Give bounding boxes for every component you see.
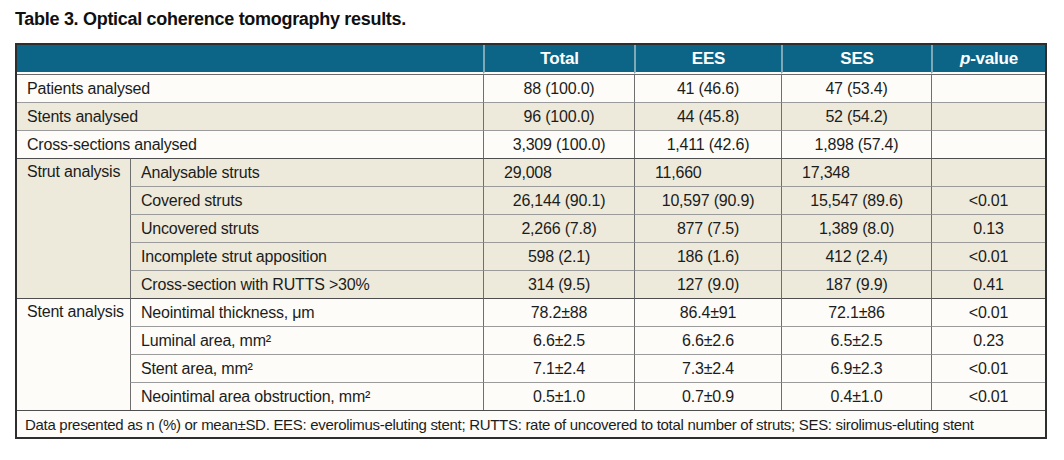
pvalue-rest: -value bbox=[970, 49, 1018, 68]
cell-total: 314 (9.5) bbox=[483, 270, 634, 298]
row-label: Stent area, mm² bbox=[130, 354, 483, 382]
cell-ses: 6.5±2.5 bbox=[781, 326, 931, 354]
cell-pvalue bbox=[931, 74, 1045, 102]
cell-total: 96 (100.0) bbox=[483, 102, 634, 130]
table-row: Strut analysis Analysable struts 29,008 … bbox=[17, 158, 1045, 186]
cell-ees: 10,597 (90.9) bbox=[634, 186, 781, 214]
row-label: Analysable struts bbox=[130, 158, 483, 186]
cell-ses: 412 (2.4) bbox=[781, 242, 931, 270]
cell-ees: 41 (46.6) bbox=[634, 74, 781, 102]
cell-ses: 47 (53.4) bbox=[781, 74, 931, 102]
cell-pvalue: <0.01 bbox=[931, 242, 1045, 270]
row-label: Cross-sections analysed bbox=[17, 130, 483, 158]
pvalue-italic-p: p bbox=[960, 49, 970, 68]
row-label: Patients analysed bbox=[17, 74, 483, 102]
table-row: Neointimal area obstruction, mm² 0.5±1.0… bbox=[17, 382, 1045, 410]
row-label: Uncovered struts bbox=[130, 214, 483, 242]
cell-ses: 15,547 (89.6) bbox=[781, 186, 931, 214]
cell-ees: 44 (45.8) bbox=[634, 102, 781, 130]
table-row: Incomplete strut apposition 598 (2.1) 18… bbox=[17, 242, 1045, 270]
cell-pvalue: <0.01 bbox=[931, 298, 1045, 326]
table-row: Uncovered struts 2,266 (7.8) 877 (7.5) 1… bbox=[17, 214, 1045, 242]
row-label: Neointimal area obstruction, mm² bbox=[130, 382, 483, 410]
table-row: Patients analysed 88 (100.0) 41 (46.6) 4… bbox=[17, 74, 1045, 102]
table-row: Stent analysis Neointimal thickness, μm … bbox=[17, 298, 1045, 326]
oct-results-table: Total EES SES p-value Patients analysed … bbox=[15, 43, 1047, 439]
cell-ses: 187 (9.9) bbox=[781, 270, 931, 298]
cell-pvalue bbox=[931, 102, 1045, 130]
cell-ees: 186 (1.6) bbox=[634, 242, 781, 270]
cell-ses: 1,389 (8.0) bbox=[781, 214, 931, 242]
cell-ees: 7.3±2.4 bbox=[634, 354, 781, 382]
cell-ses: 72.1±86 bbox=[781, 298, 931, 326]
table-footnote: Data presented as n (%) or mean±SD. EES:… bbox=[17, 410, 1045, 437]
cell-total: 78.2±88 bbox=[483, 298, 634, 326]
column-header-total: Total bbox=[483, 45, 634, 74]
row-label: Stents analysed bbox=[17, 102, 483, 130]
column-header-empty bbox=[17, 45, 483, 74]
cell-pvalue: 0.23 bbox=[931, 326, 1045, 354]
cell-ees: 0.7±0.9 bbox=[634, 382, 781, 410]
cell-ses: 17,348 bbox=[781, 158, 931, 186]
cell-ses: 52 (54.2) bbox=[781, 102, 931, 130]
row-label: Covered struts bbox=[130, 186, 483, 214]
cell-pvalue bbox=[931, 130, 1045, 158]
cell-total: 3,309 (100.0) bbox=[483, 130, 634, 158]
table-row: Covered struts 26,144 (90.1) 10,597 (90.… bbox=[17, 186, 1045, 214]
cell-ees: 877 (7.5) bbox=[634, 214, 781, 242]
cell-total: 7.1±2.4 bbox=[483, 354, 634, 382]
table-title: Table 3. Optical coherence tomography re… bbox=[15, 9, 406, 30]
table-row: Stent area, mm² 7.1±2.4 7.3±2.4 6.9±2.3 … bbox=[17, 354, 1045, 382]
footnote-row: Data presented as n (%) or mean±SD. EES:… bbox=[17, 410, 1045, 437]
cell-ses: 0.4±1.0 bbox=[781, 382, 931, 410]
cell-total: 598 (2.1) bbox=[483, 242, 634, 270]
cell-total: 2,266 (7.8) bbox=[483, 214, 634, 242]
group-label-stent-analysis: Stent analysis bbox=[17, 298, 130, 410]
cell-ses: 1,898 (57.4) bbox=[781, 130, 931, 158]
cell-ees: 11,660 bbox=[634, 158, 781, 186]
table-row: Cross-section with RUTTS >30% 314 (9.5) … bbox=[17, 270, 1045, 298]
cell-ees: 127 (9.0) bbox=[634, 270, 781, 298]
table-row: Cross-sections analysed 3,309 (100.0) 1,… bbox=[17, 130, 1045, 158]
cell-ses: 6.9±2.3 bbox=[781, 354, 931, 382]
cell-ees: 1,411 (42.6) bbox=[634, 130, 781, 158]
cell-total: 88 (100.0) bbox=[483, 74, 634, 102]
cell-pvalue bbox=[931, 158, 1045, 186]
row-label: Incomplete strut apposition bbox=[130, 242, 483, 270]
table-row: Stents analysed 96 (100.0) 44 (45.8) 52 … bbox=[17, 102, 1045, 130]
cell-pvalue: 0.13 bbox=[931, 214, 1045, 242]
group-label-strut-analysis: Strut analysis bbox=[17, 158, 130, 298]
column-header-ses: SES bbox=[781, 45, 931, 74]
row-label: Luminal area, mm² bbox=[130, 326, 483, 354]
cell-pvalue: <0.01 bbox=[931, 186, 1045, 214]
column-header-ees: EES bbox=[634, 45, 781, 74]
cell-pvalue: 0.41 bbox=[931, 270, 1045, 298]
cell-total: 26,144 (90.1) bbox=[483, 186, 634, 214]
cell-ees: 86.4±91 bbox=[634, 298, 781, 326]
row-label: Cross-section with RUTTS >30% bbox=[130, 270, 483, 298]
cell-total: 6.6±2.5 bbox=[483, 326, 634, 354]
cell-total: 0.5±1.0 bbox=[483, 382, 634, 410]
cell-ees: 6.6±2.6 bbox=[634, 326, 781, 354]
cell-pvalue: <0.01 bbox=[931, 354, 1045, 382]
header-row: Total EES SES p-value bbox=[17, 45, 1045, 74]
column-header-pvalue: p-value bbox=[931, 45, 1045, 74]
table-row: Luminal area, mm² 6.6±2.5 6.6±2.6 6.5±2.… bbox=[17, 326, 1045, 354]
cell-total: 29,008 bbox=[483, 158, 634, 186]
cell-pvalue: <0.01 bbox=[931, 382, 1045, 410]
row-label: Neointimal thickness, μm bbox=[130, 298, 483, 326]
